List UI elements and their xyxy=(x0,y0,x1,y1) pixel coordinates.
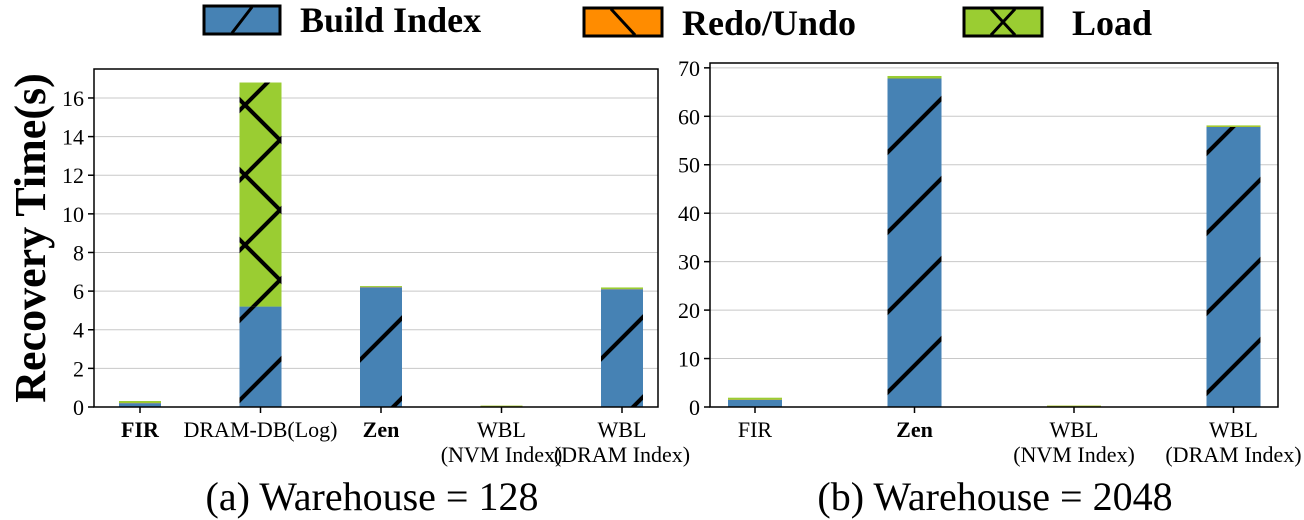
x-tick-label: (DRAM Index) xyxy=(1165,442,1301,467)
x-tick-label: (NVM Index) xyxy=(1013,442,1135,467)
legend-hatch-build-index xyxy=(230,6,254,34)
y-tick-label: 60 xyxy=(678,104,700,129)
bar-load-3 xyxy=(480,405,523,407)
chart-caption: (a) Warehouse = 128 xyxy=(206,474,539,519)
bar-load-2 xyxy=(360,286,402,288)
legend-label-build-index: Build Index xyxy=(300,0,481,40)
x-tick-label: WBL xyxy=(598,417,647,442)
x-tick-label: (DRAM Index) xyxy=(554,442,690,467)
legend: Build Index Redo/Undo Load xyxy=(202,0,1152,43)
legend-label-redo-undo: Redo/Undo xyxy=(682,3,856,43)
legend-item-redo-undo: Redo/Undo xyxy=(582,3,856,43)
x-tick-label: WBL xyxy=(477,417,526,442)
legend-hatch-redo-undo xyxy=(609,7,637,37)
bar-hatch-build-index-2 xyxy=(360,287,402,407)
bar-hatch-load-1 xyxy=(239,82,282,307)
y-tick-label: 16 xyxy=(62,86,84,111)
legend-label-load: Load xyxy=(1072,3,1152,43)
y-tick-label: 12 xyxy=(62,163,84,188)
bar-hatch-build-index-1 xyxy=(239,306,282,407)
plot-frame xyxy=(93,68,659,408)
x-tick-label: (NVM Index) xyxy=(441,442,563,467)
bar-load-4 xyxy=(601,287,643,289)
bar-load-0 xyxy=(728,397,782,400)
bar-hatch-build-index-4 xyxy=(601,289,643,407)
bar-hatch-build-index-0 xyxy=(728,399,782,407)
y-tick-label: 30 xyxy=(678,250,700,275)
y-tick-label: 40 xyxy=(678,201,700,226)
x-tick-label: Zen xyxy=(896,417,933,442)
bar-load-3 xyxy=(1206,125,1261,127)
plot-frame xyxy=(709,62,1279,408)
bar-hatch-build-index-3 xyxy=(1206,126,1261,408)
legend-item-load: Load xyxy=(962,3,1152,43)
legend-hatch-load-b xyxy=(989,7,1017,37)
chart-caption: (b) Warehouse = 2048 xyxy=(817,474,1172,519)
y-tick-label: 4 xyxy=(73,318,84,343)
y-tick-label: 8 xyxy=(73,240,84,265)
y-tick-label: 14 xyxy=(62,125,84,150)
legend-item-build-index: Build Index xyxy=(202,0,481,40)
y-tick-label: 70 xyxy=(678,56,700,81)
y-tick-label: 0 xyxy=(73,395,84,420)
y-tick-label: 20 xyxy=(678,298,700,323)
x-tick-label: FIR xyxy=(121,417,160,442)
bar-load-2 xyxy=(1047,405,1101,407)
legend-swatch-build-index xyxy=(202,4,282,36)
y-tick-label: 10 xyxy=(62,202,84,227)
y-tick-label: 50 xyxy=(678,153,700,178)
bar-hatch-build-index-1 xyxy=(887,78,942,408)
bar-build-index-0 xyxy=(119,403,161,407)
y-tick-label: 0 xyxy=(689,395,700,420)
y-tick-label: 2 xyxy=(73,356,84,381)
x-tick-label: FIR xyxy=(738,417,773,442)
x-tick-label: DRAM-DB(Log) xyxy=(184,417,338,442)
x-tick-label: Zen xyxy=(363,417,400,442)
x-tick-label: WBL xyxy=(1050,417,1099,442)
x-tick-label: WBL xyxy=(1209,417,1258,442)
y-axis-label: Recovery Time(s) xyxy=(6,73,55,402)
bar-load-1 xyxy=(887,75,942,79)
y-tick-label: 10 xyxy=(678,347,700,372)
y-tick-label: 6 xyxy=(73,279,84,304)
bar-load-0 xyxy=(119,401,161,403)
